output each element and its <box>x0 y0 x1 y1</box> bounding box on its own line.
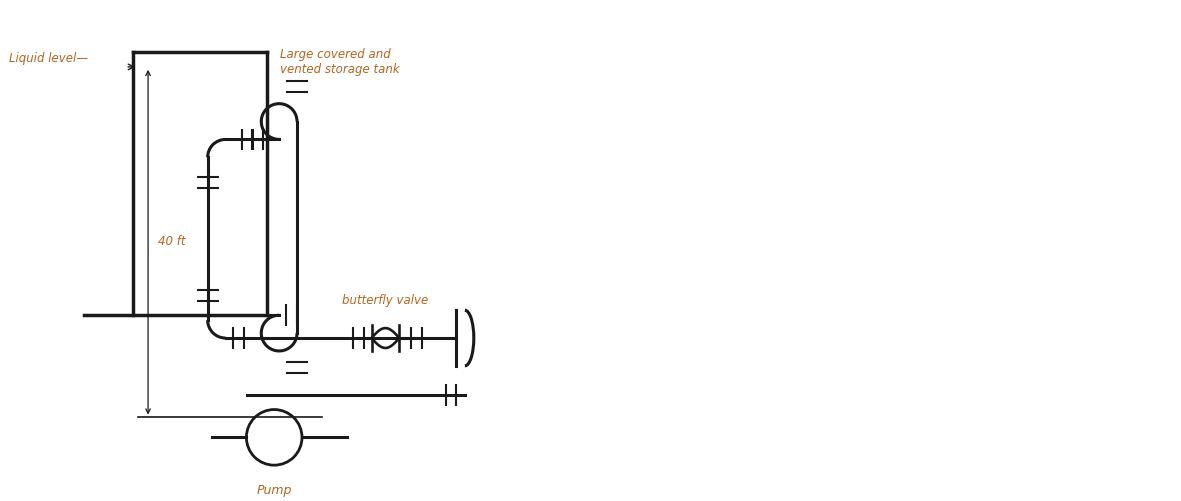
Text: Large covered and
vented storage tank: Large covered and vented storage tank <box>280 48 400 76</box>
Text: 40 ft: 40 ft <box>158 235 185 247</box>
Text: Pump: Pump <box>256 483 292 496</box>
Text: Liquid level—: Liquid level— <box>9 52 89 65</box>
Text: butterfly valve: butterfly valve <box>342 294 429 307</box>
